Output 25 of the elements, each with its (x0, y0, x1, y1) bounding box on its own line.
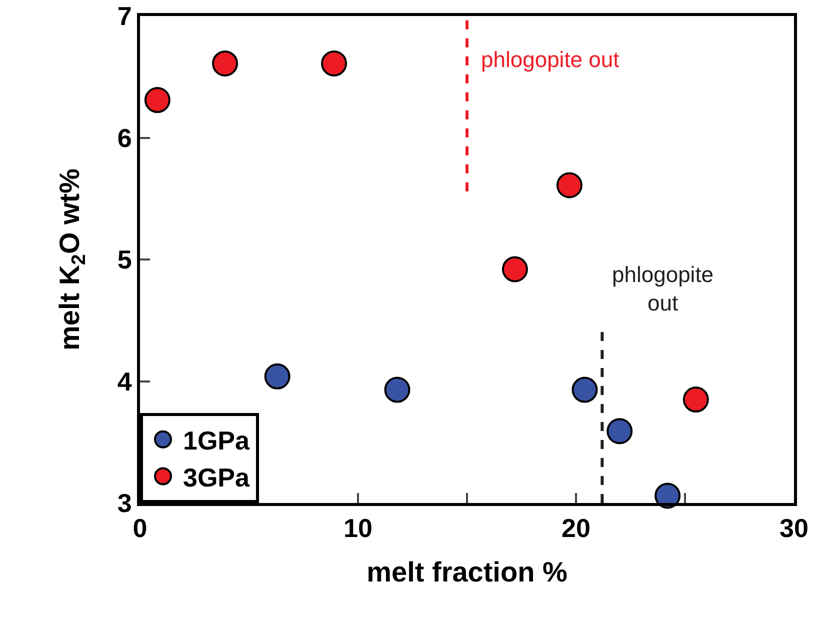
x-tick-label: 30 (780, 513, 808, 544)
point (384, 376, 410, 403)
ref-line-label: phlogopite out (481, 47, 620, 72)
legend-label: 1GPa (183, 426, 250, 456)
y-tick-label: 5 (117, 244, 132, 275)
y-tick-label: 3 (117, 488, 132, 518)
y-tick-label: 4 (117, 366, 132, 396)
ref-line-label: phlogopite out (612, 262, 714, 316)
x-tick-label: 0 (132, 513, 148, 544)
point (654, 482, 681, 509)
point (264, 363, 290, 390)
legend-label: 3GPa (183, 462, 250, 492)
x-axis-title: melt fraction % (366, 556, 568, 588)
point (321, 50, 348, 76)
point (572, 376, 598, 403)
point (556, 172, 582, 198)
y-tick-label: 6 (117, 122, 132, 153)
y-tick-label: 7 (117, 1, 132, 32)
point (502, 256, 528, 282)
point (682, 386, 709, 412)
x-tick-label: 10 (344, 513, 372, 544)
x-tick-label: 20 (562, 513, 590, 544)
point (606, 418, 633, 444)
point (212, 50, 238, 76)
point (144, 87, 170, 113)
